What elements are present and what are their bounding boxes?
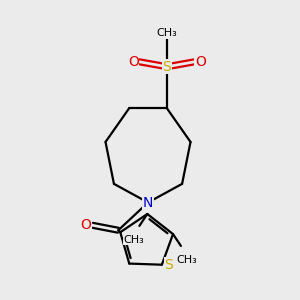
Text: O: O (195, 55, 206, 69)
Text: S: S (163, 60, 171, 74)
Text: CH₃: CH₃ (123, 235, 144, 245)
Text: CH₃: CH₃ (176, 255, 197, 265)
Text: S: S (164, 258, 173, 272)
Text: O: O (128, 55, 139, 69)
Text: O: O (80, 218, 91, 232)
Text: N: N (143, 196, 153, 209)
Text: CH₃: CH₃ (157, 28, 177, 38)
